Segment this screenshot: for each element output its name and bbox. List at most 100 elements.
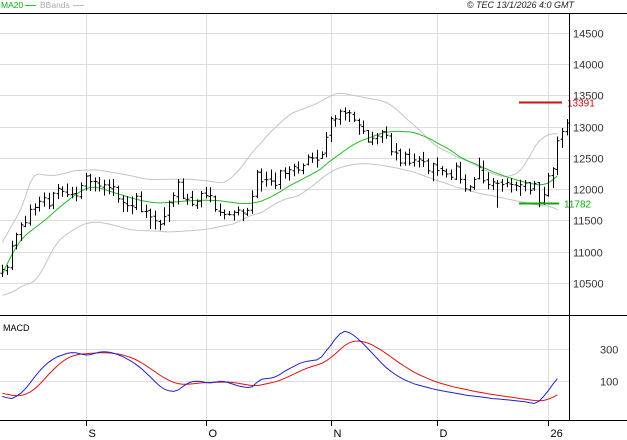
ma20-legend-label: MA20 [1,0,24,10]
ohlc-bar [283,167,288,179]
month-label: D [440,428,448,440]
macd-lines-layer [2,330,558,404]
ohlc-bar [352,111,357,123]
ohlc-bar [403,151,408,166]
ohlc-bar [93,177,98,192]
price-tick-label: 13500 [573,91,604,103]
ohlc-bar [153,210,158,230]
ohlc-bar [19,222,24,241]
ohlc-bar [176,178,181,205]
ohlc-bar [491,178,496,190]
chart-frame [0,13,627,421]
resistance-level-label: 13391 [567,99,595,110]
ohlc-bar [444,168,449,178]
ohlc-bar [315,149,320,168]
ohlc-bar [65,183,70,197]
price-tick-label: 14000 [573,60,604,72]
ohlc-bar [440,166,445,176]
macd-title: MACD [3,323,30,333]
ohlc-bar [255,169,260,199]
ohlc-bar [259,168,264,192]
ohlc-bar [5,264,10,275]
ohlc-bar [421,151,426,167]
ohlc-bar [70,186,75,199]
macd-axis: 100 300 MACD [3,323,618,389]
bbands-layer [1,92,558,296]
ohlc-bar [338,109,343,125]
ohlc-bar [370,131,375,146]
ohlc-bar [463,174,468,192]
ohlc-bar [472,177,477,190]
ohlc-bar [121,195,126,213]
ohlc-bar [509,178,514,193]
ohlc-bar [139,191,144,213]
ohlc-bar [287,166,292,181]
ohlc-bar [518,179,523,196]
ohlc-bar [523,180,528,192]
ohlc-bar [454,162,459,180]
ohlc-bar [204,186,209,199]
time-axis: S O N D 26 [86,420,563,440]
ohlc-bar [125,196,130,212]
ohlc-bar [468,185,473,192]
ma20-legend-swatch [25,5,36,6]
ohlc-bar [426,158,431,175]
ohlc-bar [227,210,232,216]
ohlc-bar [144,204,149,218]
ma20-line [1,130,558,275]
ohlc-bar [551,167,556,188]
ohlc-bar [500,179,505,192]
ohlc-bar [88,173,93,191]
ohlc-bar [431,162,436,182]
ohlc-bar [269,169,274,186]
ohlc-bar [241,209,246,221]
ohlc-bar [181,178,186,200]
ohlc-bar [190,190,195,207]
price-tick-label: 10500 [573,279,604,291]
bbands-legend-label: BBands [40,0,70,10]
ohlc-bar [199,191,204,208]
ohlc-bar [116,185,121,203]
price-tick-label: 12500 [573,154,604,166]
ohlc-bar [384,126,389,139]
ohlc-bar [324,132,329,158]
price-tick-label: 11500 [573,216,603,228]
price-tick-label: 11000 [573,248,603,260]
ohlc-bar [134,192,139,211]
ohlc-bar [546,172,551,197]
ohlc-bar [208,187,213,203]
ohlc-bar [555,136,560,176]
bbands-legend-swatch [73,5,84,6]
ohlc-bar [292,163,297,177]
ohlc-bar [417,156,422,168]
ohlc-bar [296,161,301,174]
ohlc-bar [495,180,500,208]
ohlc-bar [185,193,190,205]
ohlc-bar [412,153,417,167]
ohlc-bar [51,191,56,210]
ohlc-bar [375,133,380,145]
ohlc-bar [273,172,278,189]
ohlc-bar [301,163,306,175]
levels-layer: 13391 11782 [519,99,595,211]
ohlc-bar [394,143,399,161]
ohlc-bar [10,240,15,270]
ohlc-bar [449,169,454,180]
ohlc-bar [435,157,440,176]
ohlc-bar [528,182,533,195]
month-label: N [334,428,342,440]
ohlc-bar [23,215,28,228]
ohlc-bar [366,129,371,143]
ohlc-bar [264,171,269,187]
ohlc-bar [532,180,537,191]
ohlc-bar [236,206,241,216]
ohlc-bar [171,192,176,207]
bbands-upper-line [1,92,558,243]
price-tick-label: 14500 [573,29,604,41]
macd-tick-label: 100 [600,377,618,389]
ohlc-bar [195,199,200,209]
ohlc-bar [60,186,65,197]
ma20-layer [1,130,558,275]
month-label: O [209,428,218,440]
